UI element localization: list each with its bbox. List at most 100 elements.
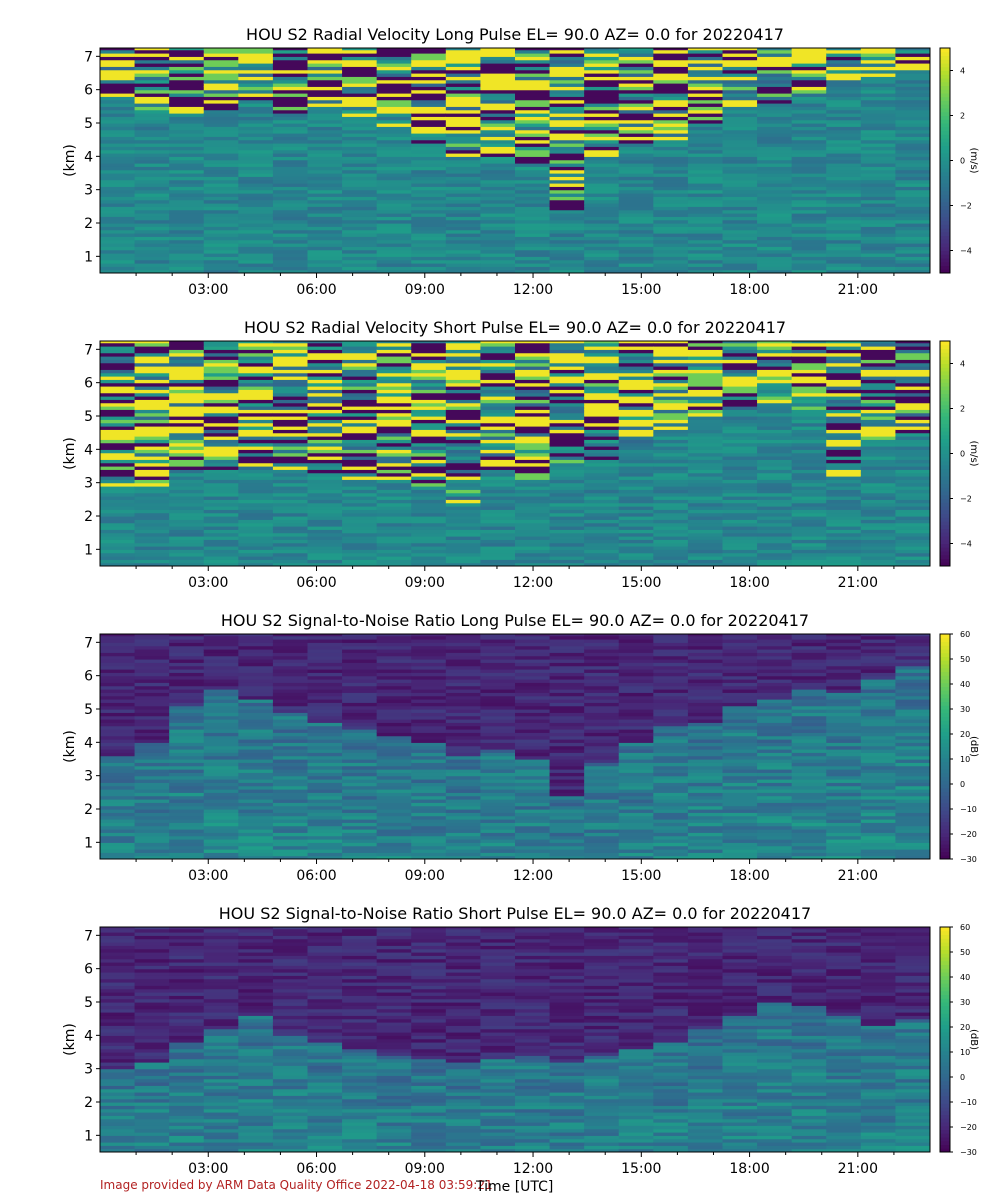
heatmap-cell <box>376 819 412 823</box>
heatmap-cell <box>826 263 862 267</box>
heatmap-cell <box>826 532 862 537</box>
heatmap-cell <box>342 526 378 530</box>
heatmap-cell <box>584 63 620 67</box>
heatmap-cell <box>203 562 239 566</box>
heatmap-cell <box>411 539 447 544</box>
heatmap-cell <box>584 126 620 131</box>
colorbar-segment <box>940 464 950 469</box>
heatmap-cell <box>895 562 930 566</box>
colorbar-segment <box>940 498 950 503</box>
heatmap-cell <box>515 795 551 800</box>
heatmap-cell <box>203 406 239 410</box>
heatmap-cell <box>653 762 689 767</box>
heatmap-cell <box>480 715 516 720</box>
heatmap-cell <box>757 639 793 643</box>
heatmap-cell <box>515 369 551 374</box>
heatmap-cell <box>618 722 654 727</box>
heatmap-cell <box>238 822 274 827</box>
heatmap-cell <box>826 139 862 144</box>
heatmap-cell <box>687 715 724 720</box>
heatmap-cell <box>515 143 551 147</box>
heatmap-cell <box>826 502 862 507</box>
heatmap-cell <box>791 719 827 723</box>
heatmap-cell <box>100 712 136 717</box>
heatmap-cell <box>169 366 205 370</box>
heatmap-cell <box>203 341 239 344</box>
heatmap-cell <box>549 196 585 201</box>
heatmap-cell <box>549 559 585 564</box>
heatmap-cell <box>860 53 897 57</box>
heatmap-cell <box>757 556 793 560</box>
heatmap-cell <box>342 672 378 677</box>
heatmap-cell <box>687 546 724 550</box>
heatmap-cell <box>895 109 930 114</box>
heatmap-cell <box>342 389 378 394</box>
heatmap-cell <box>757 785 793 790</box>
heatmap-cell <box>722 539 758 544</box>
heatmap-cell <box>411 536 447 540</box>
heatmap-cell <box>134 549 170 554</box>
heatmap-cell <box>445 789 482 793</box>
heatmap-cell <box>687 832 724 837</box>
heatmap-cell <box>549 169 585 174</box>
heatmap-cell <box>272 849 309 853</box>
heatmap-cell <box>515 805 551 810</box>
heatmap-cell <box>100 815 136 820</box>
heatmap-cell <box>238 682 274 687</box>
heatmap-cell <box>238 559 274 564</box>
heatmap-cell <box>445 642 482 647</box>
heatmap-cell <box>584 169 620 174</box>
heatmap-cell <box>411 149 447 154</box>
heatmap-cell <box>826 542 862 547</box>
heatmap-cell <box>687 233 724 237</box>
heatmap-cell <box>376 449 412 454</box>
heatmap-cell <box>169 153 205 157</box>
heatmap-cell <box>169 712 205 717</box>
heatmap-cell <box>100 183 136 187</box>
heatmap-cell <box>238 835 274 840</box>
heatmap-cell <box>445 372 482 377</box>
heatmap-cell <box>203 113 239 117</box>
heatmap-cell <box>376 233 412 237</box>
heatmap-cell <box>618 482 654 487</box>
heatmap-cell <box>100 209 136 214</box>
heatmap-cell <box>272 855 309 859</box>
heatmap-cell <box>895 466 930 470</box>
heatmap-cell <box>584 56 620 61</box>
heatmap-cell <box>307 166 343 171</box>
heatmap-cell <box>445 422 482 427</box>
heatmap-cell <box>307 702 343 707</box>
heatmap-cell <box>826 48 862 51</box>
heatmap-cell <box>169 536 205 540</box>
heatmap-cell <box>376 479 412 484</box>
heatmap-cell <box>687 86 724 91</box>
heatmap-cell <box>307 399 343 404</box>
heatmap-cell <box>895 532 930 537</box>
colorbar-segment <box>940 449 950 454</box>
heatmap-cell <box>480 362 516 367</box>
heatmap-cell <box>100 446 136 450</box>
heatmap-cell <box>480 53 516 57</box>
heatmap-cell <box>307 802 343 807</box>
heatmap-cell <box>653 402 689 407</box>
heatmap-cell <box>376 499 412 504</box>
heatmap-cell <box>515 852 551 857</box>
heatmap-cell <box>791 359 827 364</box>
heatmap-cell <box>307 93 343 97</box>
heatmap-cell <box>203 519 239 524</box>
heatmap-cell <box>584 362 620 367</box>
heatmap-cell <box>445 725 482 730</box>
heatmap-cell <box>272 359 309 364</box>
heatmap-cell <box>203 705 239 710</box>
heatmap-cell <box>100 822 136 827</box>
heatmap-cell <box>480 203 516 207</box>
heatmap-cell <box>169 652 205 657</box>
heatmap-cell <box>549 855 585 859</box>
heatmap-cells <box>100 341 930 566</box>
heatmap-cell <box>342 452 378 457</box>
heatmap-cell <box>307 845 343 850</box>
heatmap-cell <box>272 825 309 830</box>
heatmap-cell <box>687 109 724 114</box>
colorbar-segment <box>940 431 950 436</box>
heatmap-cell <box>169 556 205 560</box>
